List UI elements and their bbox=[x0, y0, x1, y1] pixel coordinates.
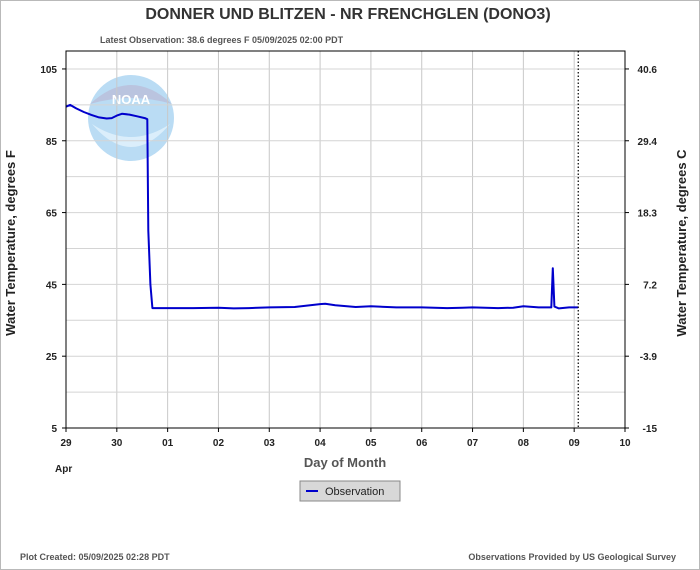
x-tick-label: 30 bbox=[111, 438, 123, 449]
left-y-axis-ticks: 5 25 45 65 85 105 bbox=[40, 65, 66, 435]
y-tick-label: 45 bbox=[46, 280, 58, 291]
plot-border bbox=[65, 50, 626, 429]
x-tick-label: 06 bbox=[416, 438, 428, 449]
legend: Observation bbox=[299, 480, 401, 502]
legend-box bbox=[299, 480, 401, 502]
x-tick-label: 09 bbox=[569, 438, 581, 449]
right-y-axis-ticks: -15 -3.9 7.2 18.3 29.4 40.6 bbox=[625, 65, 657, 435]
x-axis-month-label: Apr bbox=[55, 464, 72, 475]
x-tick-label: 01 bbox=[162, 438, 174, 449]
y2-tick-label: 18.3 bbox=[638, 209, 658, 220]
y2-tick-label: 29.4 bbox=[638, 137, 658, 148]
y2-tick-label: -3.9 bbox=[640, 352, 658, 363]
series-layer bbox=[65, 103, 579, 310]
y-tick-label: 85 bbox=[46, 137, 58, 148]
y-tick-label: 5 bbox=[51, 424, 57, 435]
noaa-logo-text: NOAA bbox=[112, 92, 151, 107]
provided-by-text: Observations Provided by US Geological S… bbox=[468, 552, 676, 562]
x-tick-label: 04 bbox=[315, 438, 327, 449]
latest-observation-subtitle: Latest Observation: 38.6 degrees F 05/09… bbox=[100, 35, 344, 45]
x-tick-label: 10 bbox=[619, 438, 631, 449]
plot-created-text: Plot Created: 05/09/2025 02:28 PDT bbox=[20, 552, 170, 562]
y2-tick-label: 7.2 bbox=[643, 280, 657, 291]
y-tick-label: 65 bbox=[46, 209, 58, 220]
x-axis-title: Day of Month bbox=[304, 455, 386, 470]
x-tick-label: 02 bbox=[213, 438, 225, 449]
x-tick-label: 29 bbox=[60, 438, 72, 449]
legend-label-observation: Observation bbox=[325, 486, 384, 498]
x-axis-ticks: 29 30 01 02 03 04 05 06 07 08 09 10 bbox=[60, 428, 631, 449]
y-axis-title-right: Water Temperature, degrees C bbox=[674, 149, 689, 337]
x-tick-label: 03 bbox=[264, 438, 276, 449]
x-tick-label: 07 bbox=[467, 438, 479, 449]
y2-tick-label: 40.6 bbox=[638, 65, 658, 76]
x-tick-label: 08 bbox=[518, 438, 530, 449]
y-tick-label: 25 bbox=[46, 352, 58, 363]
series-line-observation bbox=[65, 103, 579, 310]
y2-tick-label: -15 bbox=[643, 424, 658, 435]
grid-lines bbox=[66, 51, 625, 428]
plot-area bbox=[66, 51, 625, 428]
y-tick-label: 105 bbox=[40, 65, 57, 76]
chart-title: DONNER UND BLITZEN - NR FRENCHGLEN (DONO… bbox=[145, 6, 550, 23]
y-axis-title-left: Water Temperature, degrees F bbox=[3, 150, 18, 336]
x-tick-label: 05 bbox=[365, 438, 377, 449]
